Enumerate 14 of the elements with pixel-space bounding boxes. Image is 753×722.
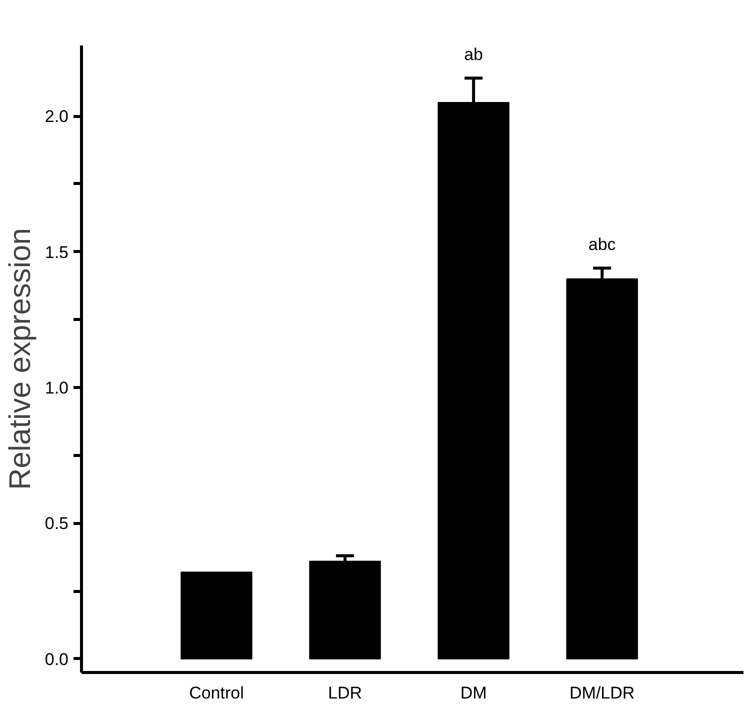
- x-tick-label: DM/LDR: [570, 684, 635, 702]
- annotation: ab: [464, 45, 484, 64]
- x-tick-label: DM: [460, 684, 487, 702]
- annotation: abc: [588, 235, 616, 254]
- y-axis-title: Relative expression: [4, 228, 37, 490]
- bar: [180, 572, 252, 660]
- y-tick-label: 0.5: [44, 514, 69, 534]
- x-tick-label: LDR: [328, 684, 362, 702]
- y-tick-label: 1.0: [44, 378, 69, 398]
- y-tick-label: 0.0: [44, 650, 69, 669]
- bar: [309, 560, 381, 660]
- y-tick-label: 1.5: [44, 242, 69, 262]
- y-tick-label: 2.0: [44, 107, 69, 126]
- x-tick-label: Control: [189, 684, 244, 702]
